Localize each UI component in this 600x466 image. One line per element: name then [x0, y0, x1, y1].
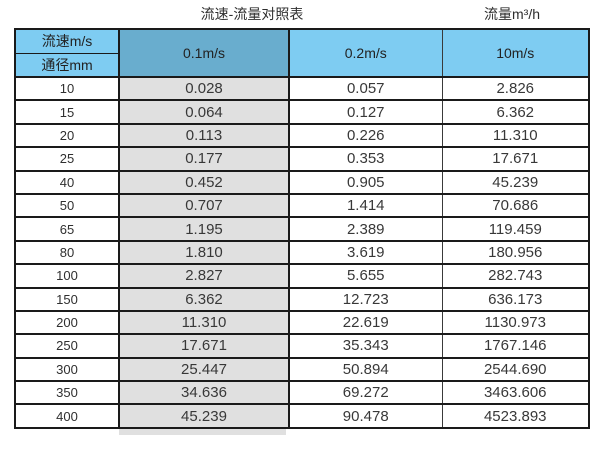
table-row: 100 2.827 5.655 282.743	[14, 263, 590, 289]
diameter-cell: 20	[14, 122, 120, 149]
flow-value-cell: 2.389	[288, 216, 443, 242]
table-row: 400 45.239 90.478 4523.893	[14, 403, 590, 429]
table-row: 250 17.671 35.343 1767.146	[14, 333, 590, 359]
flow-value-cell: 0.226	[288, 122, 443, 149]
flow-value-cell: 0.177	[118, 146, 290, 172]
flow-value-cell: 0.452	[118, 169, 290, 195]
flow-value-cell: 6.362	[441, 99, 590, 125]
diameter-cell: 150	[14, 286, 120, 312]
flow-value-cell: 0.127	[288, 99, 443, 125]
diameter-cell: 15	[14, 99, 120, 125]
flow-value-cell: 282.743	[441, 263, 590, 289]
table-row: 80 1.810 3.619 180.956	[14, 239, 590, 266]
diameter-cell: 50	[14, 192, 120, 219]
table-row: 350 34.636 69.272 3463.606	[14, 380, 590, 406]
flow-value-cell: 2.826	[441, 75, 590, 102]
flow-value-cell: 1.810	[118, 239, 290, 266]
flow-value-cell: 69.272	[288, 380, 443, 406]
flow-value-cell: 12.723	[288, 286, 443, 312]
flow-value-cell: 119.459	[441, 216, 590, 242]
flow-value-cell: 636.173	[441, 286, 590, 312]
diameter-cell: 250	[14, 333, 120, 359]
header-col-0-1ms: 0.1m/s	[118, 28, 290, 78]
flow-value-cell: 2544.690	[441, 356, 590, 383]
table-row: 10 0.028 0.057 2.826	[14, 75, 590, 102]
header-col-0-2ms: 0.2m/s	[288, 28, 443, 78]
flow-value-cell: 35.343	[288, 333, 443, 359]
flow-value-cell: 0.707	[118, 192, 290, 219]
diameter-cell: 100	[14, 263, 120, 289]
flow-value-cell: 45.239	[118, 403, 290, 429]
flow-value-cell: 0.064	[118, 99, 290, 125]
flow-value-cell: 0.028	[118, 75, 290, 102]
header-col-10ms: 10m/s	[441, 28, 590, 78]
gray-column-tail	[119, 428, 286, 435]
diameter-cell: 40	[14, 169, 120, 195]
diameter-cell: 10	[14, 75, 120, 102]
diameter-cell: 400	[14, 403, 120, 429]
flow-value-cell: 0.057	[288, 75, 443, 102]
flow-value-cell: 1767.146	[441, 333, 590, 359]
flow-value-cell: 0.353	[288, 146, 443, 172]
flow-value-cell: 1.195	[118, 216, 290, 242]
table-row: 20 0.113 0.226 11.310	[14, 122, 590, 149]
table-row: 65 1.195 2.389 119.459	[14, 216, 590, 242]
flow-value-cell: 45.239	[441, 169, 590, 195]
flow-value-cell: 22.619	[288, 309, 443, 336]
diameter-cell: 350	[14, 380, 120, 406]
table-row: 200 11.310 22.619 1130.973	[14, 309, 590, 336]
diameter-cell: 25	[14, 146, 120, 172]
diameter-cell: 65	[14, 216, 120, 242]
table-row: 50 0.707 1.414 70.686	[14, 192, 590, 219]
flow-value-cell: 50.894	[288, 356, 443, 383]
diameter-cell: 200	[14, 309, 120, 336]
flow-value-cell: 17.671	[118, 333, 290, 359]
flow-rate-table: 流速m/s 0.1m/s 0.2m/s 10m/s 通径mm 10 0.028 …	[14, 28, 590, 429]
table-row: 40 0.452 0.905 45.239	[14, 169, 590, 195]
flow-value-cell: 34.636	[118, 380, 290, 406]
flow-value-cell: 3463.606	[441, 380, 590, 406]
diameter-cell: 80	[14, 239, 120, 266]
table-row: 150 6.362 12.723 636.173	[14, 286, 590, 312]
flow-value-cell: 5.655	[288, 263, 443, 289]
flow-value-cell: 90.478	[288, 403, 443, 429]
flow-value-cell: 11.310	[441, 122, 590, 149]
flow-value-cell: 0.113	[118, 122, 290, 149]
flow-table-container: 流速m/s 0.1m/s 0.2m/s 10m/s 通径mm 10 0.028 …	[14, 28, 590, 435]
flow-value-cell: 3.619	[288, 239, 443, 266]
flow-value-cell: 25.447	[118, 356, 290, 383]
flow-value-cell: 6.362	[118, 286, 290, 312]
diameter-cell: 300	[14, 356, 120, 383]
header-velocity-label: 流速m/s	[14, 28, 120, 54]
header-row-top: 流速m/s 0.1m/s 0.2m/s 10m/s	[14, 28, 590, 78]
flow-value-cell: 70.686	[441, 192, 590, 219]
flow-value-cell: 180.956	[441, 239, 590, 266]
header-row-bottom: 通径mm	[14, 52, 589, 78]
table-row: 25 0.177 0.353 17.671	[14, 146, 590, 172]
flow-value-cell: 4523.893	[441, 403, 590, 429]
flow-unit-label: 流量m³/h	[484, 6, 540, 22]
table-title: 流速-流量对照表	[200, 6, 304, 22]
flow-value-cell: 1130.973	[441, 309, 590, 336]
flow-value-cell: 17.671	[441, 146, 590, 172]
table-row: 300 25.447 50.894 2544.690	[14, 356, 590, 383]
table-row: 15 0.064 0.127 6.362	[14, 99, 590, 125]
flow-value-cell: 1.414	[288, 192, 443, 219]
flow-value-cell: 11.310	[118, 309, 290, 336]
header-diameter-label: 通径mm	[14, 52, 120, 78]
flow-value-cell: 2.827	[118, 263, 290, 289]
flow-value-cell: 0.905	[288, 169, 443, 195]
